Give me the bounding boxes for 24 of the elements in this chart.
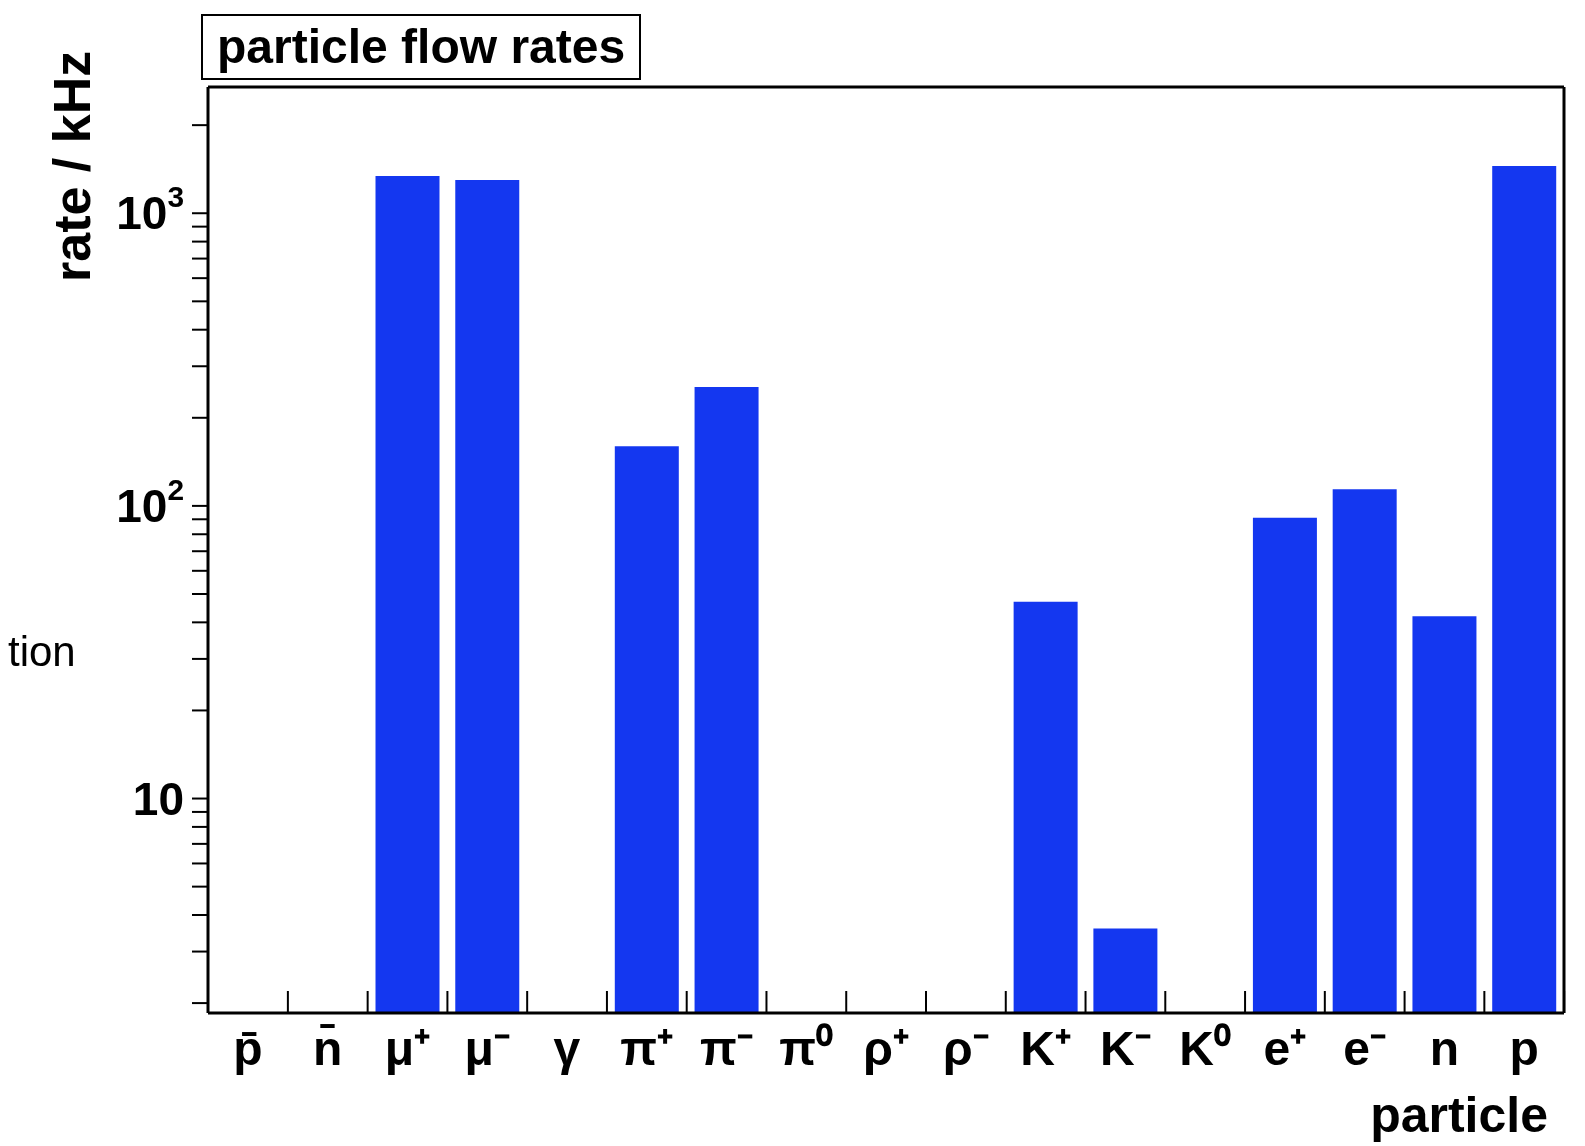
x-tick-label: e⁺: [1263, 1022, 1307, 1075]
y-tick-label: 10: [132, 772, 184, 825]
x-tick-label: n: [1429, 1022, 1460, 1075]
x-tick-label: γ: [553, 1022, 581, 1075]
x-tick-label: p: [1509, 1022, 1539, 1075]
y-axis-title: rate / kHz: [42, 50, 101, 282]
x-tick-label: μ⁻: [464, 1022, 510, 1075]
y-tick-label: 10$^{2}$: [116, 472, 184, 532]
x-tick-label: π⁰: [779, 1022, 834, 1075]
x-tick-label: K⁻: [1099, 1022, 1151, 1075]
x-tick-label: e⁻: [1343, 1022, 1386, 1075]
x-axis-title: particle: [1370, 1087, 1548, 1143]
x-tick-label: ρ⁺: [863, 1022, 909, 1075]
x-tick-label: ρ⁻: [942, 1022, 989, 1075]
x-tick-label: π⁻: [700, 1022, 753, 1075]
chart-title: particle flow rates: [201, 14, 642, 80]
x-tick-label: K⁺: [1020, 1022, 1071, 1075]
x-tick-label: n̄: [312, 1022, 343, 1075]
x-tick-label: K⁰: [1179, 1022, 1231, 1075]
x-tick-label: π⁺: [620, 1022, 674, 1075]
x-tick-label: μ⁺: [384, 1022, 431, 1075]
annotation-text: tion: [8, 628, 76, 676]
x-tick-label: p̄: [233, 1022, 263, 1075]
y-tick-label: 10$^{3}$: [116, 180, 184, 240]
